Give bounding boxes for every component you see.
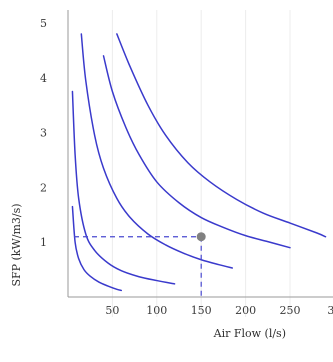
y-tick-label: 3 bbox=[40, 127, 47, 140]
y-axis-label: SFP (kW/m3/s) bbox=[10, 203, 23, 286]
curve-line-1 bbox=[71, 205, 123, 292]
curve-line-4 bbox=[102, 55, 291, 249]
x-tick-label: 150 bbox=[191, 304, 212, 317]
curve-series bbox=[71, 33, 327, 292]
operating-point-marker bbox=[196, 232, 206, 242]
x-tick-label: 50 bbox=[105, 304, 119, 317]
x-axis-label: Air Flow (l/s) bbox=[213, 327, 286, 340]
y-tick-label: 1 bbox=[40, 236, 47, 249]
x-tick-label: 200 bbox=[235, 304, 256, 317]
x-tick-label: 250 bbox=[280, 304, 301, 317]
x-tick-label: 100 bbox=[146, 304, 167, 317]
y-tick-label: 5 bbox=[40, 17, 47, 30]
x-tick-labels: 50 100 150 200 250 30 bbox=[105, 304, 333, 317]
y-tick-label: 2 bbox=[40, 181, 47, 194]
grid bbox=[111, 10, 291, 317]
y-tick-label: 4 bbox=[40, 72, 47, 85]
curve-line-3 bbox=[80, 33, 234, 269]
curve-line-2 bbox=[71, 90, 176, 285]
axes bbox=[67, 10, 333, 298]
curve-line-5 bbox=[116, 33, 327, 238]
operating-point-layer bbox=[196, 232, 206, 242]
x-tick-label: 30 bbox=[327, 304, 333, 317]
operating-point-guides bbox=[74, 236, 202, 297]
y-tick-labels: 1 2 3 4 5 bbox=[40, 17, 47, 249]
